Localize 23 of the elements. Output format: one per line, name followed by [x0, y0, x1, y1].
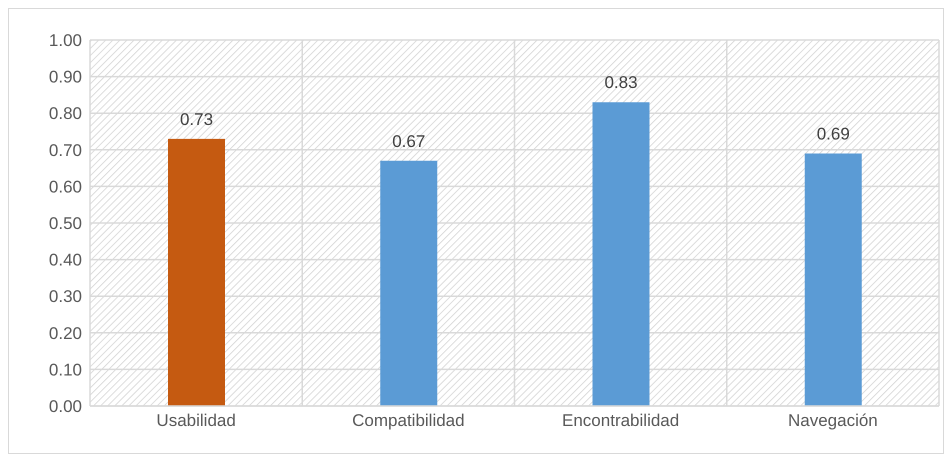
y-tick-label: 0.00 [48, 397, 82, 416]
data-label: 0.69 [816, 124, 850, 144]
x-tick-label: Encontrabilidad [562, 411, 680, 430]
y-tick-label: 0.20 [48, 324, 82, 343]
y-tick-label: 0.30 [48, 287, 82, 306]
y-tick-label: 1.00 [48, 31, 82, 50]
y-tick-label: 0.50 [48, 214, 82, 234]
data-label: 0.83 [604, 73, 638, 92]
y-tick-label: 0.10 [48, 360, 82, 380]
y-tick-label: 0.70 [48, 140, 82, 160]
y-tick-label: 0.40 [48, 250, 82, 270]
y-tick-label: 0.60 [48, 177, 82, 196]
x-tick-label: Compatibilidad [352, 411, 465, 430]
data-label: 0.67 [392, 132, 426, 151]
x-tick-label: Navegación [788, 411, 878, 430]
y-tick-label: 0.90 [48, 68, 82, 87]
bar [168, 138, 225, 406]
x-tick-label: Usabilidad [156, 411, 236, 430]
y-tick-label: 0.80 [48, 104, 82, 124]
bar [592, 102, 650, 406]
data-label: 0.73 [180, 110, 214, 129]
bar [380, 160, 438, 406]
bar [804, 153, 862, 406]
